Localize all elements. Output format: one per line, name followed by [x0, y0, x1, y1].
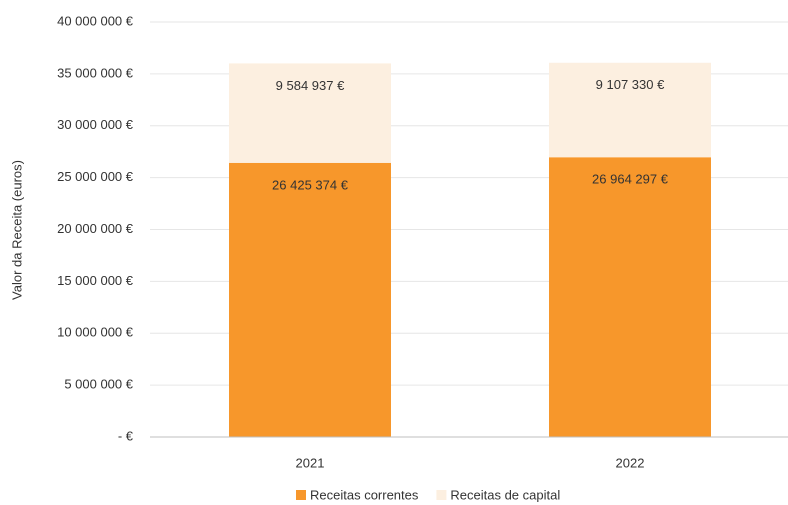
legend-label: Receitas de capital [450, 487, 560, 502]
y-tick-label: 25 000 000 € [57, 169, 134, 184]
bar-segment [229, 63, 391, 163]
x-tick-label: 2021 [296, 455, 325, 470]
data-label: 26 964 297 € [592, 172, 669, 187]
legend-label: Receitas correntes [310, 487, 419, 502]
x-tick-label: 2022 [616, 455, 645, 470]
y-tick-label: 30 000 000 € [57, 117, 134, 132]
y-tick-label: 35 000 000 € [57, 65, 134, 80]
y-tick-label: 10 000 000 € [57, 325, 134, 340]
y-tick-label: 5 000 000 € [64, 377, 133, 392]
y-tick-label: 15 000 000 € [57, 273, 134, 288]
bar-segment [549, 62, 711, 158]
data-label: 9 107 330 € [596, 77, 665, 92]
bar-segment [549, 157, 711, 437]
legend-swatch [436, 490, 447, 500]
y-axis-label: Valor da Receita (euros) [9, 160, 24, 300]
y-tick-label: 40 000 000 € [57, 13, 134, 28]
legend-swatch [296, 490, 306, 500]
y-tick-label: 20 000 000 € [57, 221, 134, 236]
bar-segment [229, 162, 391, 438]
y-tick-label: - € [118, 428, 134, 443]
data-label: 26 425 374 € [272, 177, 349, 192]
data-label: 9 584 937 € [276, 78, 345, 93]
